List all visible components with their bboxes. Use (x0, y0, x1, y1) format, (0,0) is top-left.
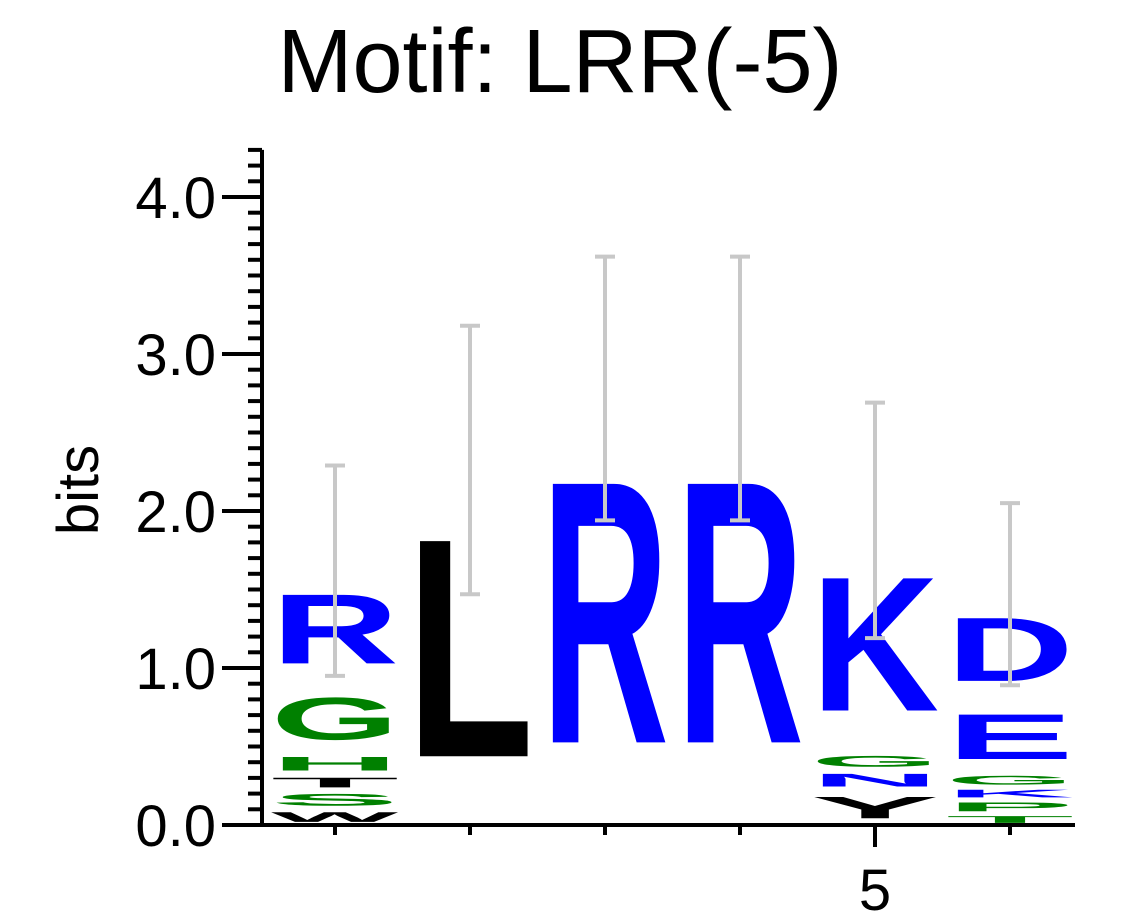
chart-title: Motif: LRR(-5) (277, 12, 842, 112)
logo-letter-e: E (946, 701, 1074, 773)
logo-letter-h: H (271, 753, 399, 775)
y-tick-label: 2.0 (135, 480, 216, 545)
error-bar (1000, 501, 1020, 688)
logo-letter-g: G (811, 753, 939, 770)
error-bar (325, 463, 345, 678)
logo-letter-s: S (271, 790, 399, 809)
logo-letter-t: T (271, 775, 399, 791)
y-axis-label: bits (46, 445, 111, 535)
logo-letter-t: T (946, 814, 1074, 825)
logo-letter-w: W (271, 809, 399, 825)
error-bar (595, 254, 615, 523)
error-bar (730, 254, 750, 523)
logo-letter-g: G (271, 686, 399, 753)
y-tick-label: 1.0 (135, 637, 216, 702)
error-bar (865, 400, 885, 641)
logo-letter-n: N (811, 770, 939, 790)
logo-letter-k: K (946, 787, 1074, 800)
y-tick-label: 4.0 (135, 166, 216, 231)
y-tick-label: 0.0 (135, 794, 216, 859)
logo-letter-g: G (946, 773, 1074, 787)
x-tick-label: 5 (859, 858, 891, 920)
logo-letter-p: P (946, 800, 1074, 814)
y-tick-label: 3.0 (135, 323, 216, 388)
error-bar (460, 323, 480, 597)
logo-letter-y: Y (811, 791, 939, 825)
